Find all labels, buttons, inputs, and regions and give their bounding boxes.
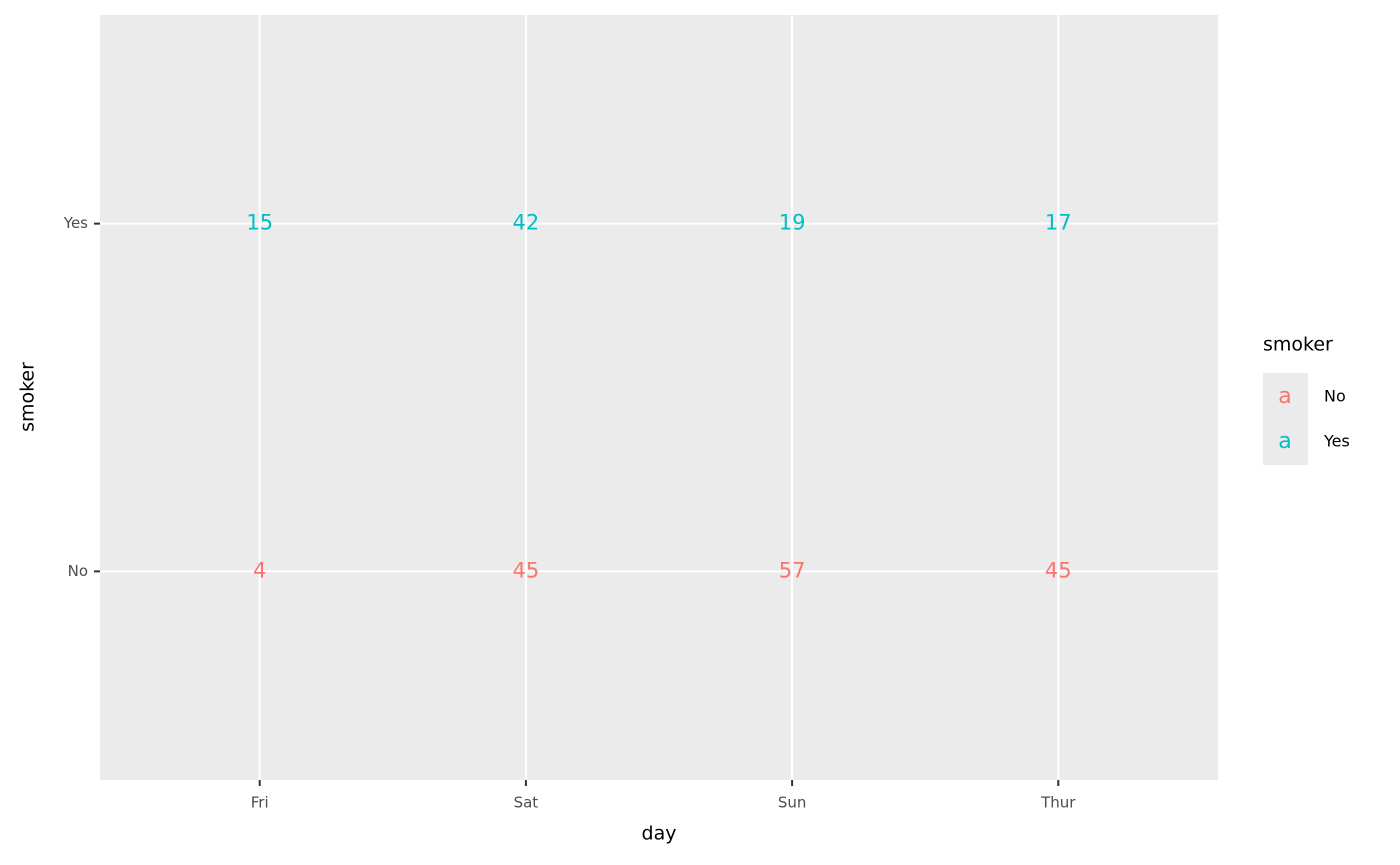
value-label: 42 (513, 211, 540, 235)
value-label: 15 (246, 211, 273, 235)
x-axis-title: day (642, 823, 677, 845)
legend-label: Yes (1323, 432, 1350, 451)
value-label: 4 (253, 558, 266, 582)
y-tick-label: No (68, 562, 88, 580)
legend-key: a (1278, 429, 1291, 454)
x-tick-label: Sat (514, 794, 539, 812)
value-label: 17 (1045, 211, 1072, 235)
value-label: 57 (779, 558, 806, 582)
x-tick-label: Thur (1040, 794, 1076, 812)
value-label: 45 (1045, 558, 1072, 582)
x-tick-label: Fri (251, 794, 269, 812)
legend-key-bg (1263, 373, 1308, 465)
y-axis-title: smoker (17, 362, 39, 432)
legend-title: smoker (1263, 334, 1333, 356)
y-tick-label: Yes (63, 214, 88, 232)
panel (100, 15, 1218, 780)
legend-key: a (1278, 384, 1291, 409)
value-label: 19 (779, 211, 806, 235)
value-label: 45 (513, 558, 540, 582)
x-tick-label: Sun (778, 794, 807, 812)
legend-label: No (1324, 387, 1346, 406)
